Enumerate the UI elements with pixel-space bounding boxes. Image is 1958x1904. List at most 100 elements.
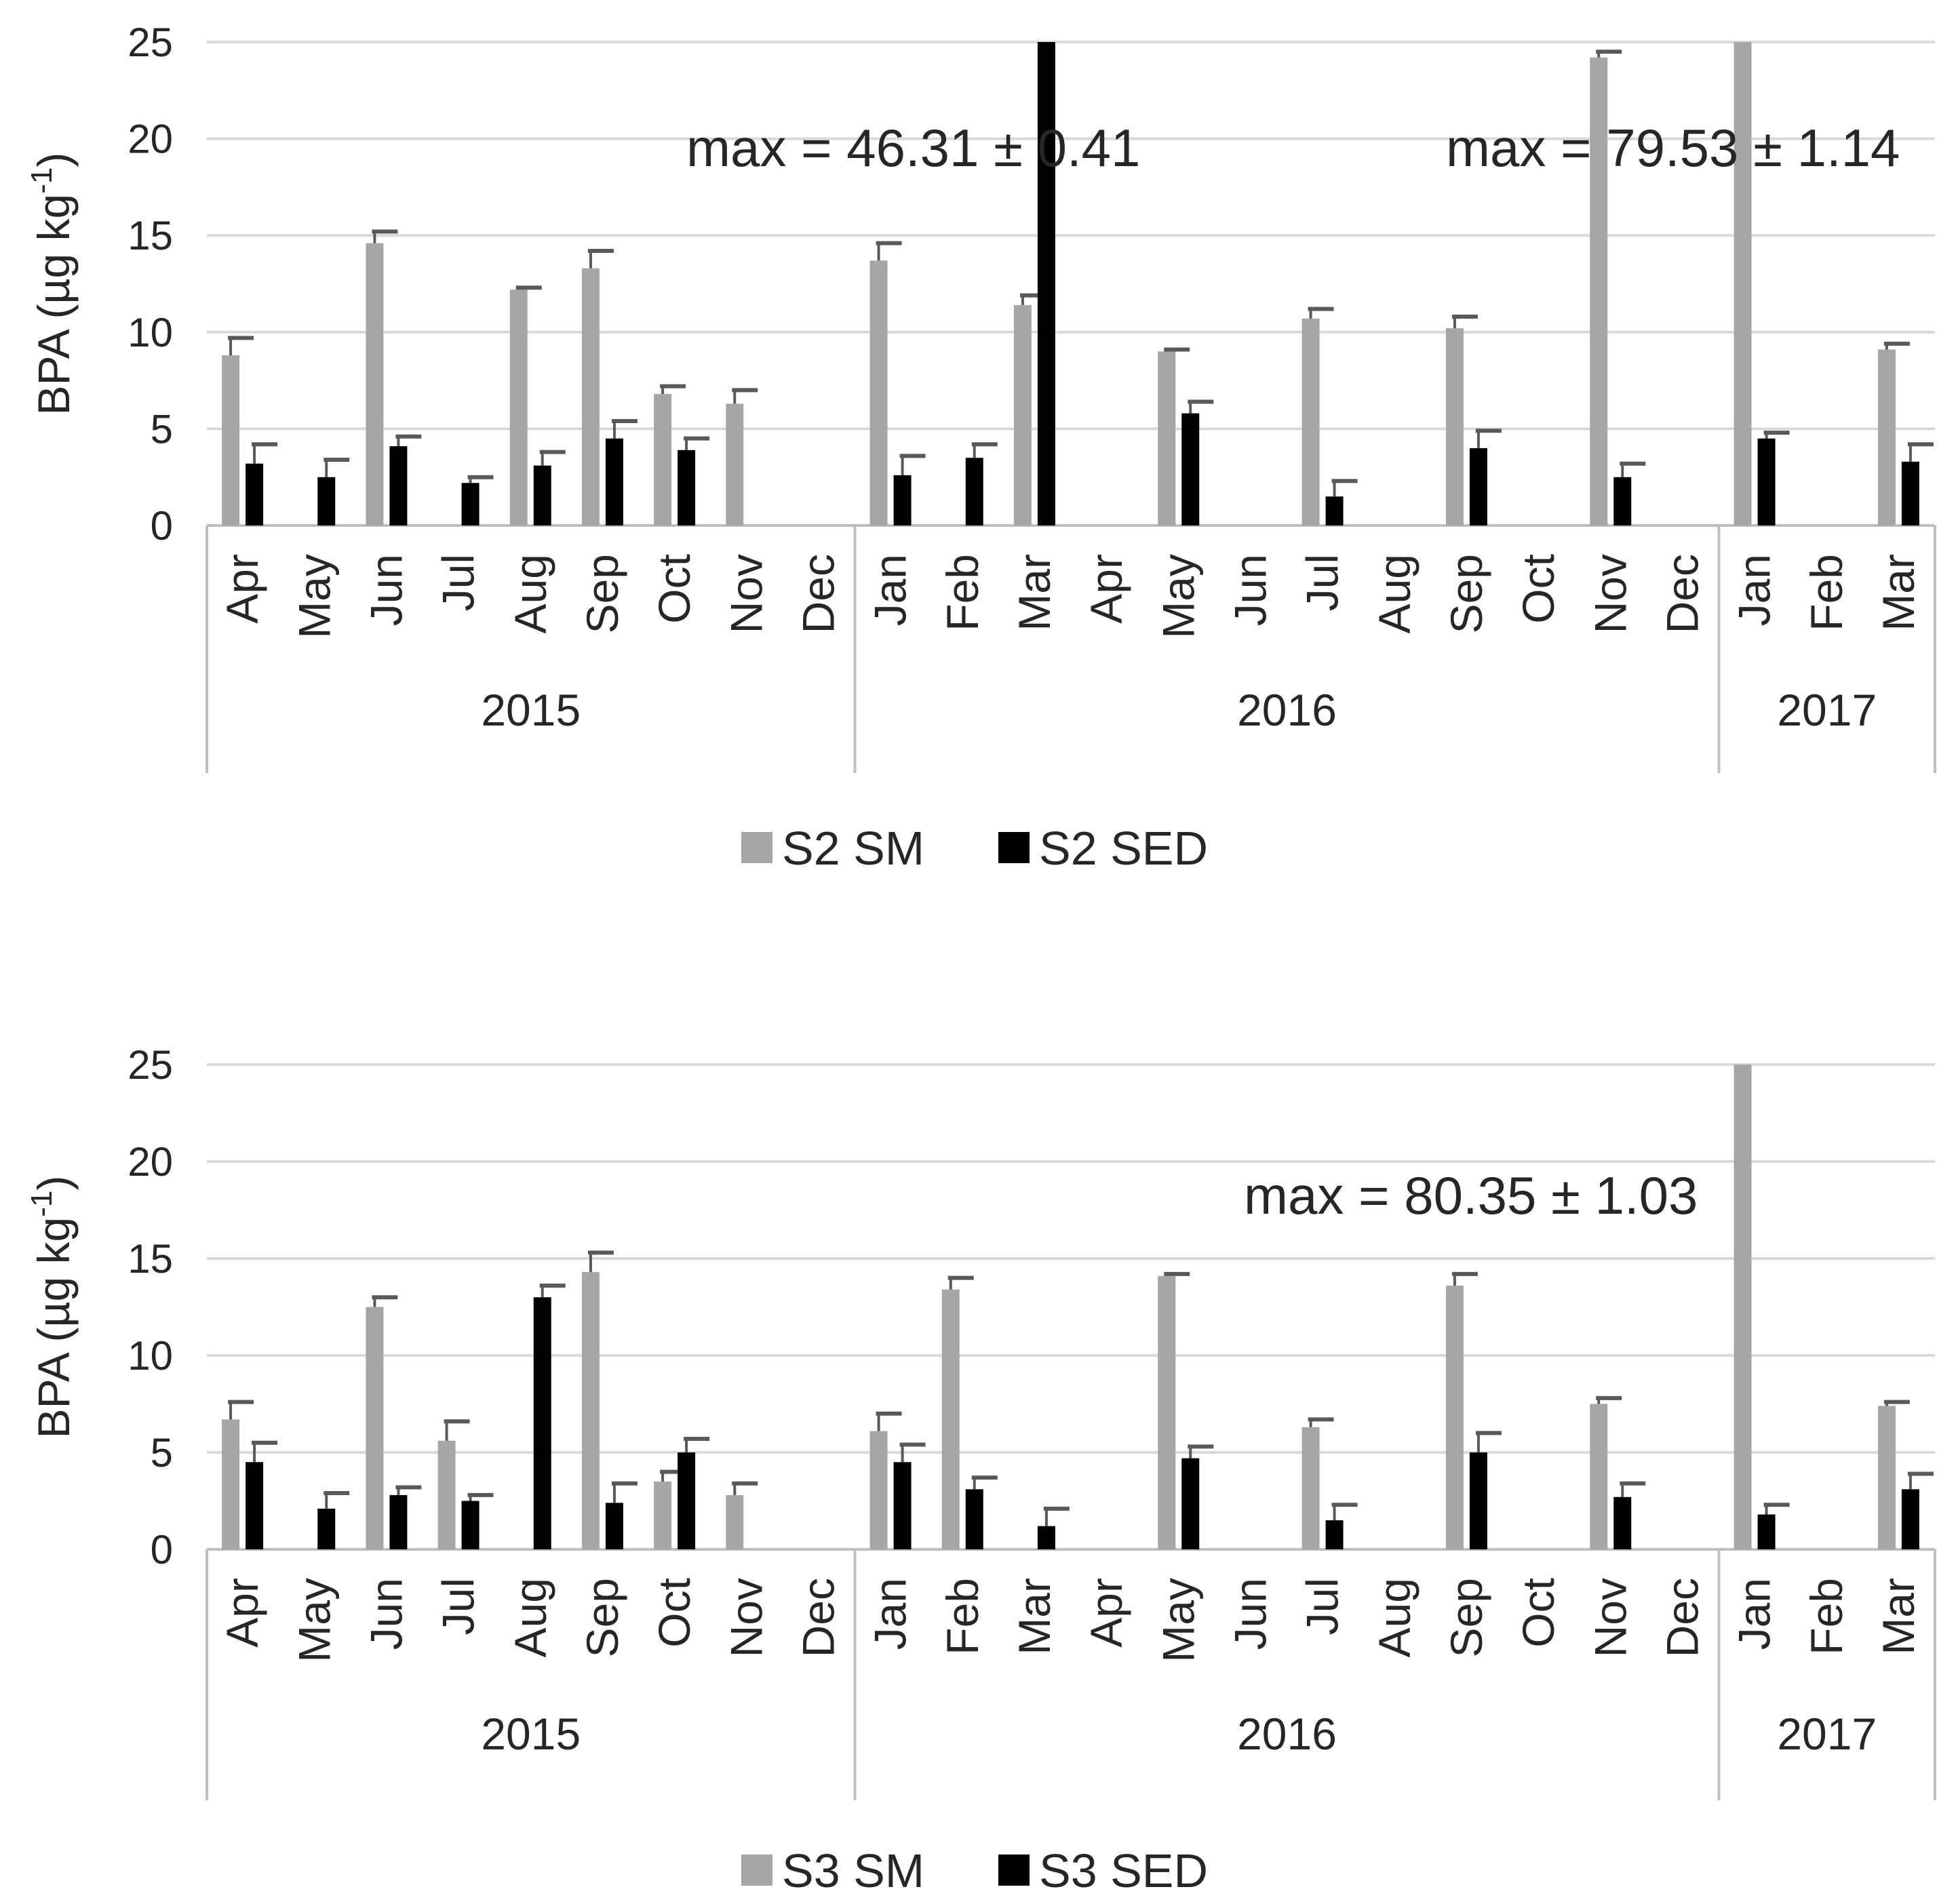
y-tick-label: 25 — [128, 1042, 173, 1088]
x-tick-label: Mar — [1009, 1578, 1059, 1655]
bar-s3-sm — [1877, 1406, 1896, 1549]
legend-swatch — [741, 832, 772, 863]
x-tick-label: Feb — [1801, 554, 1852, 631]
y-axis-label-main: BPA (µg kg — [28, 194, 79, 416]
x-tick-label: Nov — [1585, 1578, 1635, 1657]
max-annotation: max = 79.53 ± 1.14 — [1446, 118, 1900, 178]
x-tick-label: Apr — [1081, 1578, 1131, 1648]
bar-s2-sm — [1877, 349, 1896, 525]
bar-s3-sm — [654, 1481, 672, 1549]
bar-s2-sm — [654, 394, 672, 525]
x-tick-label: Aug — [505, 1578, 555, 1657]
bar-s2-sm — [1734, 42, 1752, 525]
year-label: 2016 — [1237, 1709, 1337, 1759]
bar-s3-sed — [605, 1503, 623, 1549]
bar-s2-sed — [1469, 448, 1487, 525]
year-label: 2017 — [1777, 685, 1877, 735]
chart-panel-2: 0 5 10 15 20 25 BPA (µg kg-1) Apr May Jun Jul Aug Se… — [25, 1042, 1936, 1897]
bar-s3-sm — [1445, 1286, 1464, 1549]
bar-s3-sm — [437, 1440, 456, 1549]
x-tick-label: Jun — [1225, 1578, 1275, 1650]
bar-s3-sed — [893, 1462, 912, 1549]
bar-s2-sed — [389, 446, 408, 525]
x-tick-label: May — [289, 554, 339, 639]
x-tick-label: Sep — [577, 1578, 627, 1657]
max-annotation: max = 80.35 ± 1.03 — [1244, 1166, 1698, 1225]
x-tick-label: Oct — [1513, 554, 1563, 624]
y-tick-label: 15 — [128, 1236, 173, 1282]
bar-s3-sm — [941, 1289, 960, 1549]
y-tick-label: 0 — [151, 1527, 173, 1572]
x-tick-label: Jun — [361, 1578, 411, 1650]
x-tick-label: Apr — [217, 554, 267, 624]
x-tick-label: Feb — [937, 554, 987, 631]
x-tick-label: Nov — [721, 554, 771, 633]
bar-s2-sed — [1613, 477, 1632, 525]
bar-s2-sed — [1901, 461, 1919, 525]
bar-s3-sed — [1757, 1514, 1776, 1549]
bar-s2-sm — [1013, 304, 1032, 525]
x-tick-label: Nov — [1585, 554, 1635, 633]
x-tick-label: Aug — [1369, 1578, 1419, 1657]
bar-s3-sed — [389, 1494, 408, 1549]
year-label: 2015 — [481, 685, 581, 735]
legend-swatch — [998, 1855, 1030, 1886]
x-tick-label: Mar — [1873, 554, 1923, 631]
y-axis-label-sup: -1 — [25, 1191, 58, 1217]
bar-s2-sed — [1757, 438, 1776, 525]
bar-s2-sed — [893, 475, 912, 525]
bar-s2-sed — [678, 450, 696, 525]
x-tick-label: Oct — [649, 1578, 699, 1648]
x-tick-label: Oct — [649, 554, 699, 624]
y-tick-label: 25 — [128, 20, 173, 65]
x-tick-label: May — [289, 1578, 339, 1663]
x-tick-label: Aug — [1369, 554, 1419, 633]
bar-s2-sed — [965, 458, 983, 525]
y-tick-label: 20 — [128, 1139, 173, 1185]
bar-s2-sm — [869, 260, 888, 525]
y-axis-label-close: ) — [28, 153, 79, 167]
legend-swatch — [998, 832, 1030, 863]
x-tick-label: Apr — [217, 1578, 267, 1648]
x-tick-label: Sep — [577, 554, 627, 633]
x-tick-label: Nov — [721, 1578, 771, 1657]
x-tick-label: May — [1153, 554, 1203, 639]
x-tick-label: Jul — [1297, 1578, 1348, 1635]
bar-s3-sm — [366, 1307, 384, 1549]
year-label: 2017 — [1777, 1709, 1877, 1759]
y-tick-label: 10 — [128, 310, 173, 355]
bar-s3-sm — [1301, 1427, 1320, 1549]
x-tick-label: Jan — [1729, 554, 1780, 626]
bar-s3-sed — [246, 1462, 264, 1549]
x-tick-label: Sep — [1441, 1578, 1491, 1657]
x-tick-label: Dec — [1657, 1578, 1707, 1657]
y-axis-label: BPA (µg kg-1) — [25, 153, 79, 416]
y-tick-label: 20 — [128, 117, 173, 162]
bar-s3-sed — [533, 1297, 551, 1549]
x-tick-label: Jul — [1297, 554, 1348, 611]
bar-s2-sm — [366, 243, 384, 525]
legend-label: S3 SED — [1039, 1844, 1208, 1897]
bar-s3-sm — [222, 1419, 240, 1549]
bar-s3-sm — [1734, 1065, 1752, 1549]
chart-panel-1: 0 5 10 15 20 25 BPA (µg kg-1) Apr May Jun Jul Aug Se… — [25, 20, 1936, 875]
legend-label: S2 SED — [1039, 822, 1208, 875]
x-tick-label: Jan — [1729, 1578, 1780, 1650]
x-tick-label: Dec — [1657, 554, 1707, 633]
bar-s2-sed — [1325, 496, 1344, 525]
legend-label: S3 SM — [782, 1844, 924, 1897]
x-tick-label: Jan — [865, 554, 916, 626]
x-tick-label: Jan — [865, 1578, 916, 1650]
x-tick-label: Jun — [361, 554, 411, 626]
bar-s3-sed — [965, 1489, 983, 1549]
x-tick-label: Oct — [1513, 1578, 1563, 1648]
y-tick-label: 15 — [128, 213, 173, 258]
legend-swatch — [741, 1855, 772, 1886]
x-tick-label: Sep — [1441, 554, 1491, 633]
bar-s2-sm — [726, 403, 744, 525]
x-tick-label: Mar — [1009, 554, 1059, 631]
y-axis-label-close: ) — [28, 1176, 79, 1191]
year-label: 2015 — [481, 1709, 581, 1759]
y-tick-label: 5 — [151, 1430, 173, 1475]
